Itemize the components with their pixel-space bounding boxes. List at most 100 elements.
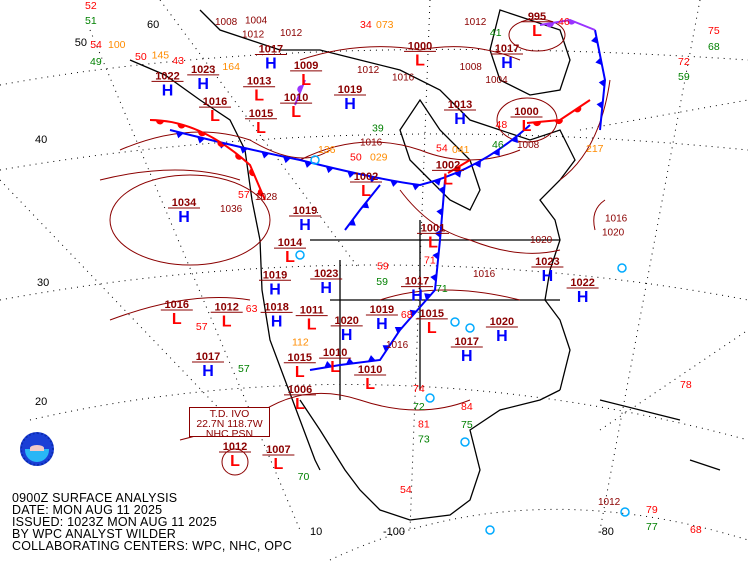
low-symbol: L xyxy=(254,88,264,105)
warm-front-symbol xyxy=(217,140,225,147)
cold-front-symbol xyxy=(430,273,437,282)
cold-front-symbol xyxy=(591,35,598,44)
isobar-label-holder: 1036 xyxy=(220,204,243,215)
grid-label: 20 xyxy=(35,396,47,408)
cold-front-symbol xyxy=(438,185,445,194)
cold-front-symbol xyxy=(493,148,500,157)
occluded-front-symbol xyxy=(297,85,303,93)
isobar-label-holder: 1016 xyxy=(605,213,628,224)
station-circle xyxy=(310,155,320,165)
center-pressure-value: 1007 xyxy=(266,444,290,456)
station-value-holder: 71 xyxy=(424,255,436,267)
pressure-centers: 1034H1017H1016L1023H1022H1016L1017H1013L… xyxy=(151,11,599,473)
grid-label-holder: 50 xyxy=(75,37,87,49)
center-pressure-value: 1011 xyxy=(300,305,324,317)
analysis-title: 0900Z SURFACE ANALYSIS xyxy=(12,491,178,505)
station-pressure-tendency: 041 xyxy=(452,144,470,156)
isobar-label-holder: 1028 xyxy=(255,192,278,203)
station-temperature: 52 xyxy=(85,0,97,12)
station-dewpoint: 49 xyxy=(90,56,102,68)
occluded-front-symbol xyxy=(567,19,576,25)
low-symbol: L xyxy=(427,320,437,337)
station-value-holder: 49 xyxy=(90,56,102,68)
center-pressure-value: 1015 xyxy=(420,308,444,320)
station-temperature: 50 xyxy=(135,51,147,63)
cold-front xyxy=(594,29,607,131)
collaborating-centers: COLLABORATING CENTERS: WPC, NHC, OPC xyxy=(12,539,292,553)
occluded-front xyxy=(294,79,306,106)
cold-front-symbol xyxy=(345,357,354,365)
station-value-holder: 51 xyxy=(85,15,97,27)
cold-front-symbol xyxy=(390,180,399,187)
center-pressure-value: 1023 xyxy=(191,64,215,76)
center-pressure-value: 1017 xyxy=(455,336,479,348)
station-value-holder: 63 xyxy=(246,303,258,315)
center-pressure-value: 1014 xyxy=(278,237,303,249)
low-symbol: L xyxy=(256,120,266,137)
high-symbol: H xyxy=(344,96,356,113)
grid-label-holder: -80 xyxy=(598,526,614,538)
station-temperature: 57 xyxy=(196,321,208,333)
center-pressure-value: 1017 xyxy=(259,44,283,56)
center-pressure-value: 1034 xyxy=(172,197,197,209)
low-symbol: L xyxy=(415,52,425,69)
low-symbol: L xyxy=(295,396,305,413)
station-value-holder: 72 xyxy=(413,401,425,413)
center-pressure-value: 1001 xyxy=(421,222,445,234)
center-pressure-value: 1006 xyxy=(288,384,312,396)
station-value-holder: 34 xyxy=(360,19,372,31)
center-pressure-value: 1020 xyxy=(334,315,358,327)
noaa-logo xyxy=(20,432,54,466)
center-pressure-value: 995 xyxy=(528,11,546,23)
low-symbol: L xyxy=(361,183,371,200)
station-value-holder: 75 xyxy=(461,419,473,431)
storm-info-box: T.D. IVO 22.7N 118.7W NHC PSN xyxy=(189,407,270,439)
isobar-label-holder: 1016 xyxy=(360,138,383,149)
isobar-label-holder: 1016 xyxy=(386,340,409,351)
station-temperature: 43 xyxy=(172,55,184,67)
station-value-holder: 54 xyxy=(436,142,448,154)
center-pressure-value: 1015 xyxy=(288,352,312,364)
station-dewpoint: 70 xyxy=(298,471,310,483)
station-value-holder: 57 xyxy=(238,363,250,375)
center-pressure-value: 1019 xyxy=(293,205,317,217)
low-symbol: L xyxy=(285,249,295,266)
station-circle xyxy=(450,317,460,327)
center-pressure-value: 1023 xyxy=(535,256,559,268)
center-pressure-value: 1000 xyxy=(408,40,432,52)
low-symbol: L xyxy=(291,104,301,121)
high-symbol: H xyxy=(341,327,353,344)
cold-front-symbol xyxy=(261,151,270,159)
cold-front-symbol xyxy=(595,57,603,66)
high-symbol: H xyxy=(178,209,190,226)
isobar-label: 1016 xyxy=(392,73,415,84)
high-symbol: H xyxy=(496,328,508,345)
isobar-label-holder: 1012 xyxy=(464,17,487,28)
cold-front-symbol xyxy=(304,161,313,168)
low-symbol: L xyxy=(295,364,305,381)
center-pressure-value: 1009 xyxy=(294,60,318,72)
warm-front-symbol xyxy=(554,119,563,125)
station-value-holder: 68 xyxy=(708,41,720,53)
station-temperature: 54 xyxy=(400,484,412,496)
warm-front-symbol xyxy=(235,153,243,160)
low-symbol: L xyxy=(330,359,340,376)
cold-front xyxy=(169,124,531,187)
